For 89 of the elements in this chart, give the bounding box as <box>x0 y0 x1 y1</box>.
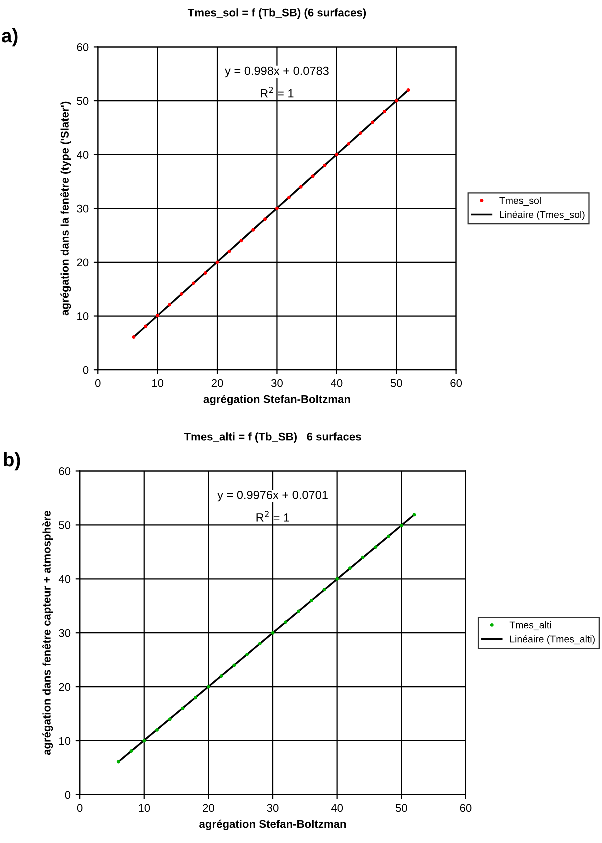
y-tick-label: 10 <box>78 312 89 320</box>
point <box>275 206 279 210</box>
point <box>258 642 262 646</box>
x-tick-label: 20 <box>212 379 224 388</box>
point <box>132 336 136 339</box>
point <box>168 718 172 722</box>
point <box>382 110 386 114</box>
x-tick-label: 40 <box>330 379 343 388</box>
x-tick-label: 10 <box>152 379 164 388</box>
point <box>394 99 398 103</box>
point <box>116 760 120 764</box>
point <box>287 196 291 200</box>
point <box>144 324 148 328</box>
x-axis-title: agrégation Stefan-Boltzman <box>200 820 346 830</box>
point <box>194 696 198 700</box>
y-tick-label: 40 <box>58 575 71 584</box>
point <box>206 685 210 689</box>
legend-label: Tmes_sol <box>500 197 541 206</box>
point <box>310 598 314 602</box>
point <box>220 674 224 678</box>
point <box>246 652 250 656</box>
point <box>156 728 159 732</box>
y-axis-title: agrégation dans la fenêtre (type ('Slater') <box>60 102 72 316</box>
point <box>387 534 391 538</box>
point <box>371 120 374 124</box>
point <box>240 239 244 243</box>
legend-label: Linéaire (Tmes_sol) <box>500 211 585 220</box>
y-axis-title: agrégation dans fenêtre capteur + atmosphère <box>42 511 54 756</box>
x-tick-label: 10 <box>139 804 150 812</box>
x-tick-label: 60 <box>450 379 462 388</box>
x-tick-label: 30 <box>271 379 283 388</box>
point <box>130 750 134 753</box>
x-tick-label: 60 <box>460 804 472 812</box>
point <box>192 282 196 286</box>
chart-title: Tmes_alti = f (Tb_SB) 6 surfaces <box>184 432 362 443</box>
point <box>180 292 184 296</box>
point <box>406 88 410 92</box>
y-tick-label: 0 <box>65 791 71 800</box>
point <box>322 588 326 592</box>
point <box>228 250 232 254</box>
x-axis-title: agrégation Stefan-Boltzman <box>204 395 350 406</box>
point <box>348 566 352 570</box>
point <box>264 218 268 222</box>
y-tick-label: 30 <box>77 204 89 213</box>
annotation: R$^{2}$ = 1 <box>256 511 290 522</box>
x-tick-label: 30 <box>267 804 279 812</box>
annotation: y = 0.9976x + 0.0701 <box>218 490 328 502</box>
point <box>323 164 327 168</box>
point <box>299 185 303 189</box>
point <box>347 142 351 146</box>
x-tick-label: 0 <box>95 379 101 388</box>
x-tick-label: 50 <box>390 379 402 388</box>
annotation: R$^{2}$ = 1 <box>261 86 294 98</box>
legend-label: Linéaire (Tmes_alti) <box>510 635 595 645</box>
point <box>311 174 315 178</box>
y-tick-label: 20 <box>77 258 89 267</box>
point <box>284 620 288 624</box>
y-tick-label: 60 <box>59 468 71 476</box>
y-tick-label: 60 <box>77 43 89 52</box>
point <box>400 524 404 528</box>
y-tick-label: 50 <box>77 97 89 106</box>
point <box>374 546 378 550</box>
x-tick-label: 20 <box>203 804 214 812</box>
point <box>271 631 275 635</box>
point <box>252 228 256 232</box>
point <box>232 664 236 668</box>
point <box>412 513 416 517</box>
y-tick-label: 40 <box>76 151 89 159</box>
x-tick-label: 50 <box>396 804 408 812</box>
chart-title: Tmes_sol = f (Tb_SB) (6 surfaces) <box>188 8 366 19</box>
point <box>359 132 363 136</box>
y-tick-label: 50 <box>59 521 71 530</box>
legend-label: Tmes_alti <box>510 622 552 631</box>
y-tick-label: 0 <box>83 366 89 374</box>
y-tick-label: 20 <box>59 683 71 692</box>
annotation: y = 0.998x + 0.0783 <box>225 66 329 78</box>
point <box>204 271 208 275</box>
text: b) <box>4 452 20 471</box>
point <box>142 739 146 743</box>
text: a) <box>2 28 18 47</box>
y-tick-label: 10 <box>60 737 71 746</box>
point <box>296 610 300 614</box>
point <box>168 303 172 307</box>
point <box>156 314 160 318</box>
y-tick-label: 30 <box>59 629 71 638</box>
point <box>181 706 185 710</box>
point <box>336 577 340 581</box>
point <box>335 153 339 157</box>
x-tick-label: 40 <box>331 804 344 812</box>
